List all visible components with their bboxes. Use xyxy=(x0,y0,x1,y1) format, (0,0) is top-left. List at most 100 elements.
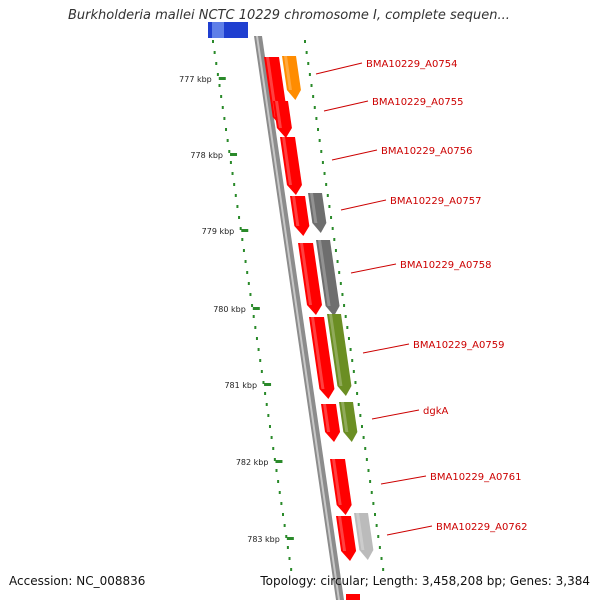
tick-dot xyxy=(330,216,333,219)
tick-mark xyxy=(275,460,283,463)
leader-line xyxy=(315,62,363,75)
tick-dot xyxy=(278,491,281,494)
tick-dot xyxy=(286,546,289,549)
tick-dot xyxy=(328,205,331,208)
map-title: Burkholderia mallei NCTC 10229 chromosom… xyxy=(68,8,510,23)
tick-labels: 777 kbp 778 kbp 779 kbp 780 kbp 781 kbp 782 k… xyxy=(179,75,294,544)
tick-dot xyxy=(216,73,219,76)
tick-dot xyxy=(323,172,326,175)
tick-dot xyxy=(220,95,223,98)
tick-dot xyxy=(331,227,334,230)
tick-mark xyxy=(264,383,272,386)
tick-dot xyxy=(223,117,226,120)
tick-dot xyxy=(229,161,232,164)
tick-dot xyxy=(255,337,258,340)
tick-dot xyxy=(221,106,224,109)
tick-dot xyxy=(347,337,350,340)
tick-dot xyxy=(326,194,329,197)
tick-dot xyxy=(254,326,257,329)
tick-dot xyxy=(352,370,355,373)
tick-label: 780 kbp xyxy=(213,305,246,314)
tick-label: 782 kbp xyxy=(236,458,269,467)
tick-dot xyxy=(246,271,249,274)
gene-label: BMA10229_A0758 xyxy=(400,260,491,271)
tick-mark xyxy=(230,153,238,156)
tick-dot xyxy=(241,238,244,241)
tick-dot xyxy=(377,535,380,538)
cds-arrow xyxy=(336,516,357,561)
tick-dot xyxy=(310,84,313,87)
tick-dot xyxy=(364,447,367,450)
tick-dot xyxy=(231,172,234,175)
tick-dot xyxy=(380,557,383,560)
gene-label-lines xyxy=(315,62,433,536)
tick-dot xyxy=(238,216,241,219)
tick-dot xyxy=(242,249,245,252)
tick-dot xyxy=(225,128,228,131)
gene-arrow xyxy=(282,56,301,100)
tick-dot xyxy=(233,183,236,186)
tick-mark xyxy=(241,229,249,232)
tick-dot xyxy=(283,524,286,527)
tick-dot xyxy=(315,117,318,120)
tick-dot xyxy=(334,249,337,252)
tick-dot xyxy=(313,106,316,109)
tick-dot xyxy=(339,282,342,285)
tick-dot xyxy=(351,359,354,362)
tick-label: 779 kbp xyxy=(202,227,235,236)
tick-dot xyxy=(288,557,291,560)
gene-arrow xyxy=(339,402,358,442)
tick-dot xyxy=(304,40,306,43)
leader-line xyxy=(380,475,427,485)
tick-dot xyxy=(365,458,368,461)
gene-label: BMA10229_A0761 xyxy=(430,472,521,483)
tick-dot xyxy=(372,502,375,505)
gene-labels: BMA10229_A0754 BMA10229_A0755 BMA10229_A07… xyxy=(366,59,527,533)
tick-dot xyxy=(270,436,273,439)
cds-arrow xyxy=(273,101,292,138)
tick-dot xyxy=(228,150,231,153)
tick-dot xyxy=(275,469,278,472)
tick-dot xyxy=(236,205,239,208)
tick-dot xyxy=(357,403,360,406)
cds-arrow xyxy=(290,196,310,236)
leader-line xyxy=(350,263,397,274)
leader-line xyxy=(362,343,410,354)
tick-dot xyxy=(349,348,352,351)
cds-arrow xyxy=(298,243,322,315)
cds-arrow xyxy=(321,404,341,442)
tick-dot xyxy=(226,139,229,142)
gene-label: BMA10229_A0756 xyxy=(381,146,472,157)
tick-label: 777 kbp xyxy=(179,75,212,84)
gene-features xyxy=(264,56,374,561)
cds-arrow xyxy=(280,137,302,195)
top-feature-blue xyxy=(208,22,248,38)
leader-line xyxy=(331,149,378,161)
tick-dot xyxy=(362,436,365,439)
tick-dot xyxy=(244,260,247,263)
tick-dot xyxy=(239,227,242,230)
gene-label: BMA10229_A0757 xyxy=(390,196,481,207)
leader-line xyxy=(323,100,369,112)
tick-dot xyxy=(308,73,311,76)
tick-dot xyxy=(273,458,276,461)
cds-arrow xyxy=(330,459,352,515)
tick-dot xyxy=(318,139,321,142)
tick-dot xyxy=(280,502,283,505)
tick-dot xyxy=(249,293,252,296)
tick-dot xyxy=(336,260,339,263)
tick-dot xyxy=(290,568,293,571)
gene-arrow xyxy=(308,193,327,233)
tick-dot xyxy=(370,491,373,494)
tick-dot xyxy=(252,315,255,318)
tick-label: 783 kbp xyxy=(247,535,280,544)
tick-dot xyxy=(262,381,265,384)
gene-label: BMA10229_A0759 xyxy=(413,340,504,351)
tick-dot xyxy=(282,513,285,516)
tick-dot xyxy=(343,304,346,307)
tick-dot xyxy=(234,194,237,197)
tick-dot xyxy=(333,238,336,241)
tick-label: 781 kbp xyxy=(224,381,257,390)
tick-dot xyxy=(267,414,270,417)
